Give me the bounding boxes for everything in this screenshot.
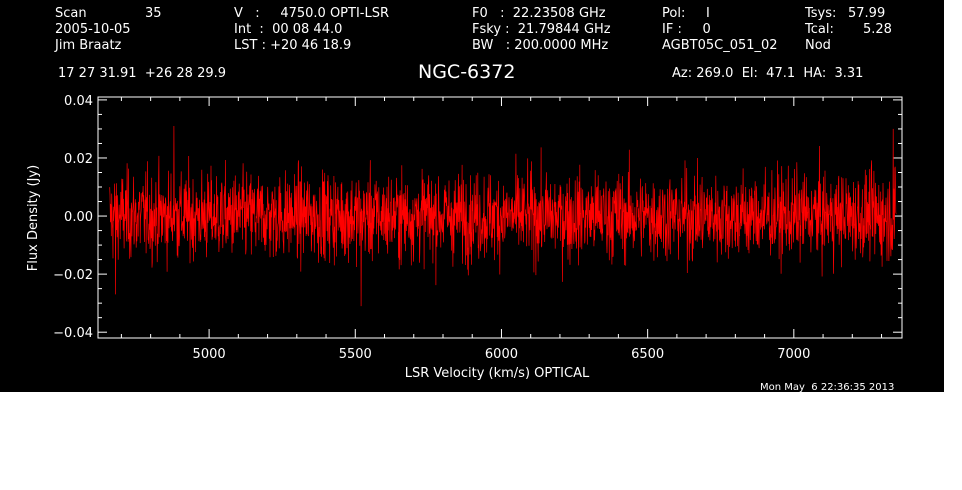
y-tick-label: 0.00 [64, 210, 93, 225]
spectrum-chart: 5000 5500 6000 6500 7000 −0.04 −0.02 0.00 0.02 0.… [26, 94, 903, 381]
bandwidth-readout: BW : 200.0000 MHz [472, 38, 609, 53]
scan-number: 35 [145, 6, 162, 21]
lst-readout: LST : +20 46 18.9 [234, 38, 352, 53]
axis-labels: LSR Velocity (km/s) OPTICAL Flux Density… [26, 165, 590, 381]
plot-frame [97, 96, 903, 339]
x-tick-label: 6500 [631, 347, 664, 362]
az-el-ha: Az: 269.0 El: 47.1 HA: 3.31 [672, 66, 864, 81]
y-axis-label: Flux Density (Jy) [26, 165, 41, 271]
timestamp: Mon May 6 22:36:35 2013 [760, 382, 895, 392]
velocity-readout: V : 4750.0 OPTI-LSR [234, 6, 390, 21]
fsky-readout: Fsky : 21.79844 GHz [472, 22, 611, 37]
plot-panel: Scan 35 2005-10-05 Jim Braatz V : 4750.0… [0, 0, 944, 392]
date: 2005-10-05 [55, 22, 131, 37]
integration-time: Int : 00 08 44.0 [234, 22, 343, 37]
project-id: AGBT05C_051_02 [662, 38, 778, 53]
y-tick-label: 0.02 [64, 152, 93, 167]
observer: Jim Braatz [55, 38, 122, 53]
x-tick-label: 7000 [777, 347, 810, 362]
source-name: NGC-6372 [418, 61, 516, 83]
x-axis-label: LSR Velocity (km/s) OPTICAL [405, 366, 590, 381]
if-readout: IF : 0 [662, 22, 711, 37]
axes: 5000 5500 6000 6500 7000 −0.04 −0.02 0.00 0.02 0.… [53, 94, 903, 362]
series [109, 125, 897, 307]
scan-label: Scan [55, 6, 87, 21]
coordinates: 17 27 31.91 +26 28 29.9 [58, 66, 227, 81]
tsys-label: Tsys: [805, 6, 837, 21]
x-tick-label: 5000 [193, 347, 226, 362]
tcal-value: 5.28 [863, 22, 892, 37]
tsys-value: 57.99 [848, 6, 886, 21]
polarization-readout: Pol: I [662, 6, 710, 21]
y-tick-label: 0.04 [64, 94, 93, 109]
y-tick-label: −0.02 [53, 268, 93, 283]
tcal-label: Tcal: [805, 22, 834, 37]
y-tick-label: −0.04 [53, 326, 93, 341]
spectrum-line [109, 125, 897, 307]
f0-readout: F0 : 22.23508 GHz [472, 6, 606, 21]
mode-readout: Nod [805, 38, 831, 53]
x-tick-label: 6000 [485, 347, 518, 362]
x-tick-label: 5500 [339, 347, 372, 362]
